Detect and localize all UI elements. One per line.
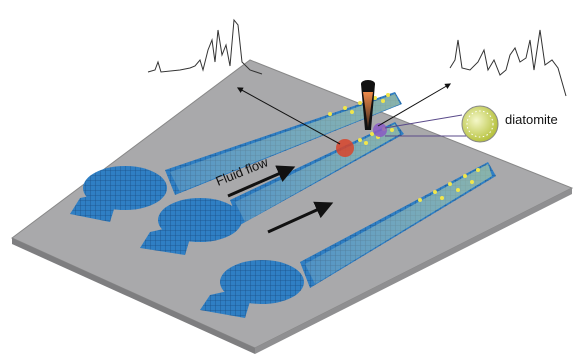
illustration: Fluid flow diatomite <box>0 0 574 358</box>
spectrum <box>450 30 566 96</box>
inset-label: diatomite <box>505 112 558 127</box>
